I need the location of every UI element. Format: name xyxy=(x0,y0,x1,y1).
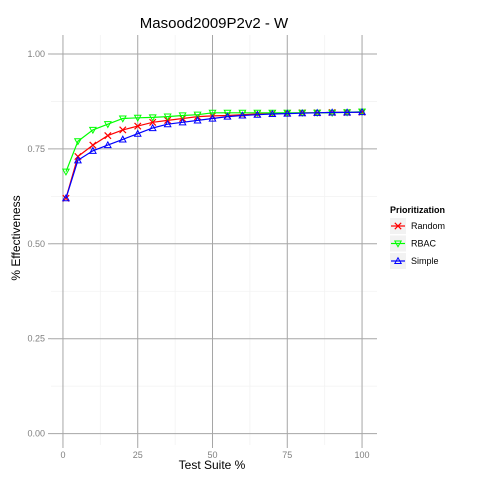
series-simple xyxy=(61,107,367,202)
data-point-triangle-down-marker xyxy=(208,109,217,118)
x-axis-title: Test Suite % xyxy=(179,458,246,472)
y-tick-label: 1.00 xyxy=(27,49,45,59)
major-gridlines xyxy=(51,35,377,445)
series-layer xyxy=(61,107,367,202)
data-point-triangle-down-marker xyxy=(103,121,112,129)
data-point-triangle-up-marker xyxy=(133,129,142,137)
y-tick-label: 0.50 xyxy=(27,239,45,249)
y-tick-label: 0.00 xyxy=(27,429,45,439)
chart-title: Masood2009P2v2 - W xyxy=(140,15,289,32)
x-tick-label: 50 xyxy=(207,450,217,460)
x-tick-label: 0 xyxy=(60,450,65,460)
legend-label: Random xyxy=(411,221,445,231)
data-point-triangle-up-marker xyxy=(393,256,403,265)
legend: Prioritization Random RBAC Simple xyxy=(390,205,445,269)
data-point-triangle-down-marker xyxy=(133,114,142,122)
data-point-triangle-up-marker xyxy=(268,109,277,118)
data-point-triangle-up-marker xyxy=(103,140,112,149)
y-tick-label: 0.25 xyxy=(27,334,45,344)
data-point-triangle-down-marker xyxy=(253,109,262,118)
x-axis-ticks: 0 25 50 75 100 xyxy=(60,445,370,460)
data-point-triangle-up-marker xyxy=(313,108,322,116)
data-point-triangle-up-marker xyxy=(193,116,202,124)
legend-item-rbac: RBAC xyxy=(390,235,437,252)
data-point-x-marker xyxy=(149,118,157,126)
y-axis-title: % Effectiveness xyxy=(9,195,23,280)
data-point-triangle-down-marker xyxy=(238,109,247,118)
data-point-triangle-down-marker xyxy=(148,114,157,122)
data-point-triangle-up-marker xyxy=(163,119,172,128)
plot-panel xyxy=(51,35,377,445)
data-point-triangle-up-marker xyxy=(283,109,292,117)
legend-item-random: Random xyxy=(390,218,445,234)
data-point-triangle-down-marker xyxy=(178,112,187,120)
data-point-triangle-up-marker xyxy=(178,118,187,126)
data-point-triangle-up-marker xyxy=(148,123,157,132)
y-tick-label: 0.75 xyxy=(27,144,45,154)
y-axis-ticks: 0.00 0.25 0.50 0.75 1.00 xyxy=(27,49,51,439)
data-point-x-marker xyxy=(119,126,127,134)
data-point-triangle-up-marker xyxy=(208,114,217,122)
data-point-triangle-up-marker xyxy=(298,108,307,117)
legend-items: Random RBAC Simple xyxy=(390,218,445,269)
data-point-triangle-up-marker xyxy=(357,107,367,116)
minor-gridlines xyxy=(51,35,377,445)
data-point-triangle-down-marker xyxy=(88,126,97,135)
legend-item-simple: Simple xyxy=(390,253,439,269)
data-point-triangle-up-marker xyxy=(223,112,232,120)
data-point-x-marker xyxy=(104,131,112,140)
series-line-simple xyxy=(65,111,363,199)
data-point-triangle-up-marker xyxy=(118,135,127,143)
data-point-triangle-up-marker xyxy=(328,108,337,116)
legend-label: Simple xyxy=(411,256,439,266)
data-point-triangle-down-marker xyxy=(73,138,82,146)
legend-label: RBAC xyxy=(411,239,437,249)
data-point-x-marker xyxy=(134,122,142,130)
data-point-x-marker xyxy=(89,141,97,149)
data-point-triangle-down-marker xyxy=(223,109,232,118)
data-point-triangle-down-marker xyxy=(61,168,71,176)
data-point-triangle-up-marker xyxy=(343,108,352,116)
data-point-triangle-up-marker xyxy=(61,194,71,202)
x-tick-label: 25 xyxy=(133,450,143,460)
data-point-triangle-down-marker xyxy=(163,113,172,121)
data-point-triangle-down-marker xyxy=(118,115,127,123)
data-point-triangle-down-marker xyxy=(393,240,403,248)
data-point-triangle-up-marker xyxy=(253,110,262,118)
data-point-triangle-up-marker xyxy=(73,156,82,164)
data-point-x-marker xyxy=(394,222,402,230)
x-tick-label: 75 xyxy=(282,450,292,460)
x-tick-label: 100 xyxy=(355,450,370,460)
data-point-triangle-up-marker xyxy=(238,111,247,119)
legend-title: Prioritization xyxy=(390,205,445,215)
data-point-triangle-down-marker xyxy=(193,111,202,119)
data-point-triangle-up-marker xyxy=(88,146,97,154)
